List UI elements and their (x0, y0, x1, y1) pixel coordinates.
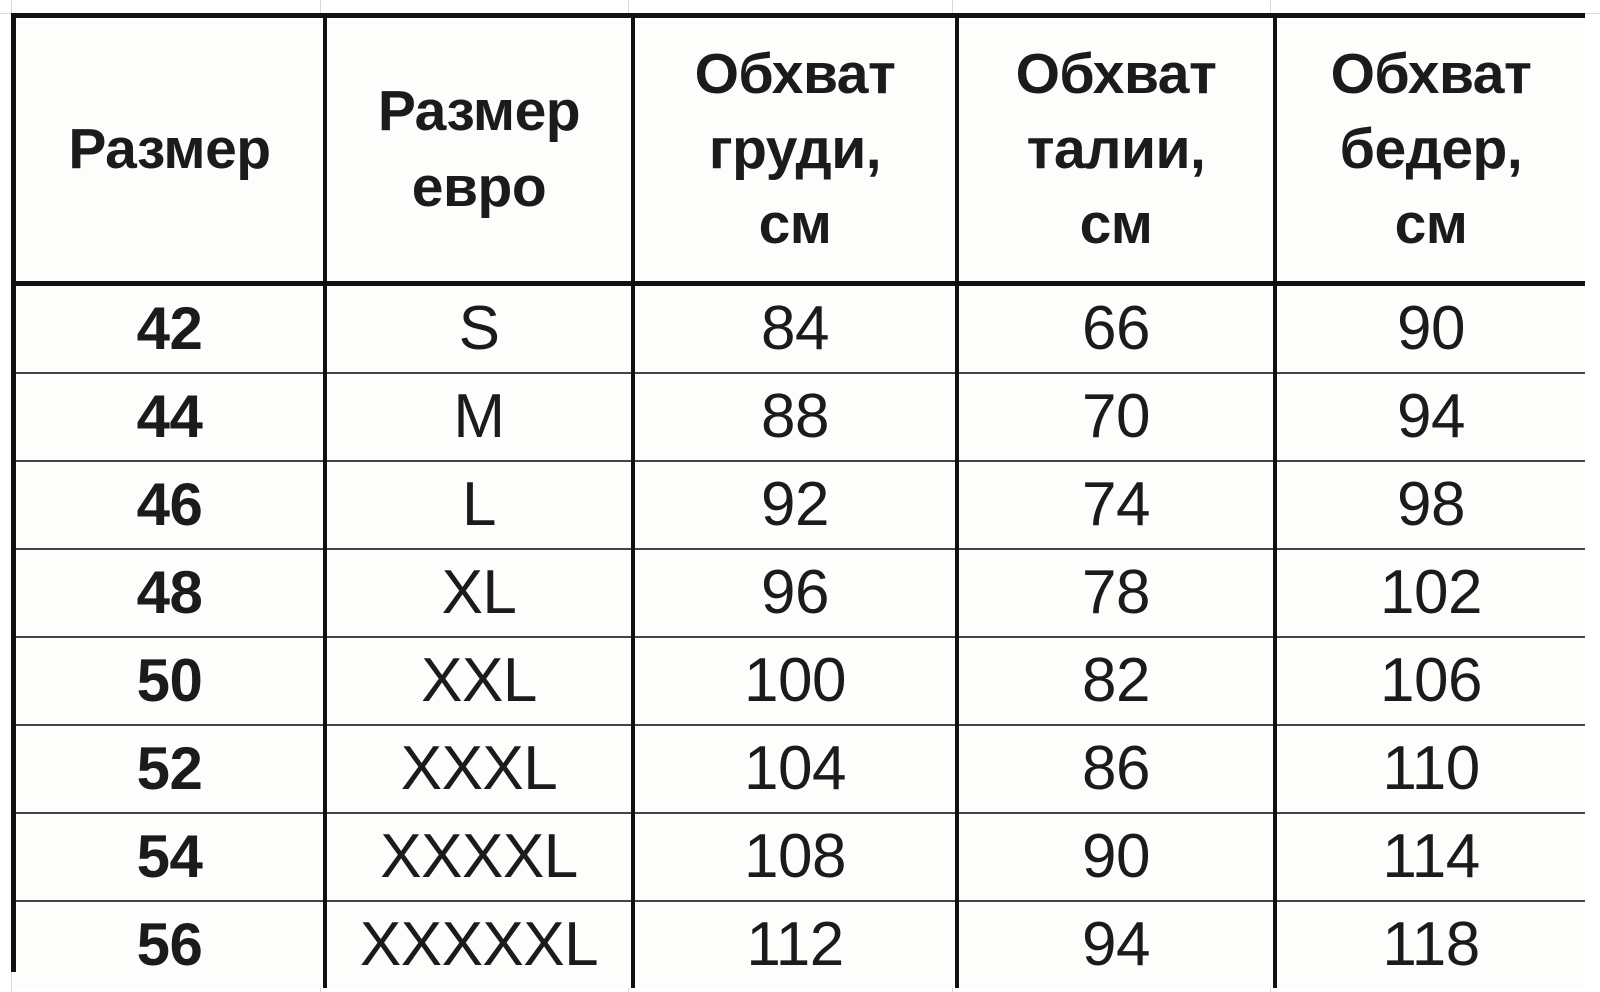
table-row: 52 XXXL 104 86 110 (16, 725, 1585, 814)
column-header-line: см (758, 192, 832, 257)
column-header-line: Обхват (1015, 41, 1217, 106)
table-header: Размер Размер евро Обхват груди, см Обхв… (16, 18, 1585, 286)
cell-waist: 74 (955, 461, 1275, 550)
cell-size-ru: 48 (16, 549, 325, 638)
table-row: 42 S 84 66 90 (16, 283, 1585, 374)
sheet-gridline-vertical (1270, 0, 1271, 13)
column-header-waist: Обхват талии, см (955, 18, 1275, 286)
cell-size-euro: XXL (323, 637, 633, 726)
column-header-line: евро (411, 154, 547, 219)
column-header-hips: Обхват бедер, см (1273, 18, 1585, 286)
cell-hips: 98 (1273, 461, 1585, 550)
column-header-line: Обхват (694, 41, 896, 106)
cell-size-euro: XXXL (323, 725, 633, 814)
cell-hips: 110 (1273, 725, 1585, 814)
column-header-line: см (1079, 192, 1153, 257)
column-header-line: груди, (708, 116, 882, 181)
cell-waist: 66 (955, 283, 1275, 374)
column-header-size-euro: Размер евро (323, 18, 633, 286)
table-row: 50 XXL 100 82 106 (16, 637, 1585, 726)
cell-chest: 92 (631, 461, 957, 550)
cell-size-ru: 50 (16, 637, 325, 726)
cell-size-ru: 44 (16, 373, 325, 462)
cell-hips: 106 (1273, 637, 1585, 726)
cell-waist: 78 (955, 549, 1275, 638)
column-header-line: Размер (377, 79, 581, 144)
column-header-line: Обхват (1330, 41, 1532, 106)
column-header-line: талии, (1026, 116, 1206, 181)
sheet-gridline-vertical (952, 0, 953, 13)
sheet-gridline-vertical (628, 0, 629, 13)
table-row: 54 XXXXL 108 90 114 (16, 813, 1585, 902)
cell-chest: 88 (631, 373, 957, 462)
cell-chest: 104 (631, 725, 957, 814)
cell-waist: 94 (955, 901, 1275, 988)
table-row: 44 M 88 70 94 (16, 373, 1585, 462)
cell-size-ru: 56 (136, 911, 203, 978)
cell-size-euro: S (323, 283, 633, 374)
cell-waist: 82 (955, 637, 1275, 726)
table-row: 56 XXXXXL 112 94 118 (16, 901, 1585, 988)
cell-chest: 100 (631, 637, 957, 726)
size-chart-table: Размер Размер евро Обхват груди, см Обхв… (16, 18, 1585, 988)
cell-size-euro: XL (323, 549, 633, 638)
sheet-gridline-horizontal (1585, 13, 1600, 14)
size-chart-table-container: Размер Размер евро Обхват груди, см Обхв… (11, 13, 1585, 988)
sheet-gridline-horizontal (0, 13, 11, 14)
table-header-row: Размер Размер евро Обхват груди, см Обхв… (16, 18, 1585, 286)
column-header-chest: Обхват груди, см (631, 18, 957, 286)
cell-size-ru: 52 (16, 725, 325, 814)
cell-size-ru: 42 (16, 283, 325, 374)
cell-hips: 114 (1273, 813, 1585, 902)
column-header-line: Размер (68, 116, 271, 181)
cell-size-euro: M (323, 373, 633, 462)
table-row: 46 L 92 74 98 (16, 461, 1585, 550)
sheet-gridline-vertical (11, 972, 12, 992)
cell-size-euro: XXXXL (323, 813, 633, 902)
table-body: 42 S 84 66 90 44 M 88 70 94 46 L 92 74 9… (16, 283, 1585, 988)
cell-chest: 112 (631, 901, 957, 988)
table-row: 48 XL 96 78 102 (16, 549, 1585, 638)
cell-chest: 84 (631, 283, 957, 374)
cell-hips: 118 (1273, 901, 1585, 988)
column-header-line: бедер, (1339, 116, 1523, 181)
sheet-gridline-vertical (320, 0, 321, 13)
cell-waist: 86 (955, 725, 1275, 814)
cell-waist: 70 (955, 373, 1275, 462)
cell-hips: 94 (1273, 373, 1585, 462)
column-header-line: см (1394, 192, 1468, 257)
cell-size-euro: XXXXXL (323, 901, 633, 988)
cell-hips: 90 (1273, 283, 1585, 374)
cell-size-euro: L (323, 461, 633, 550)
cell-waist: 90 (955, 813, 1275, 902)
cell-size-ru: 54 (16, 813, 325, 902)
cell-chest: 108 (631, 813, 957, 902)
cell-size-ru: 46 (16, 461, 325, 550)
cell-chest: 96 (631, 549, 957, 638)
cell-hips: 102 (1273, 549, 1585, 638)
column-header-size-ru: Размер (16, 18, 325, 286)
sheet-gridline-vertical (11, 0, 12, 13)
